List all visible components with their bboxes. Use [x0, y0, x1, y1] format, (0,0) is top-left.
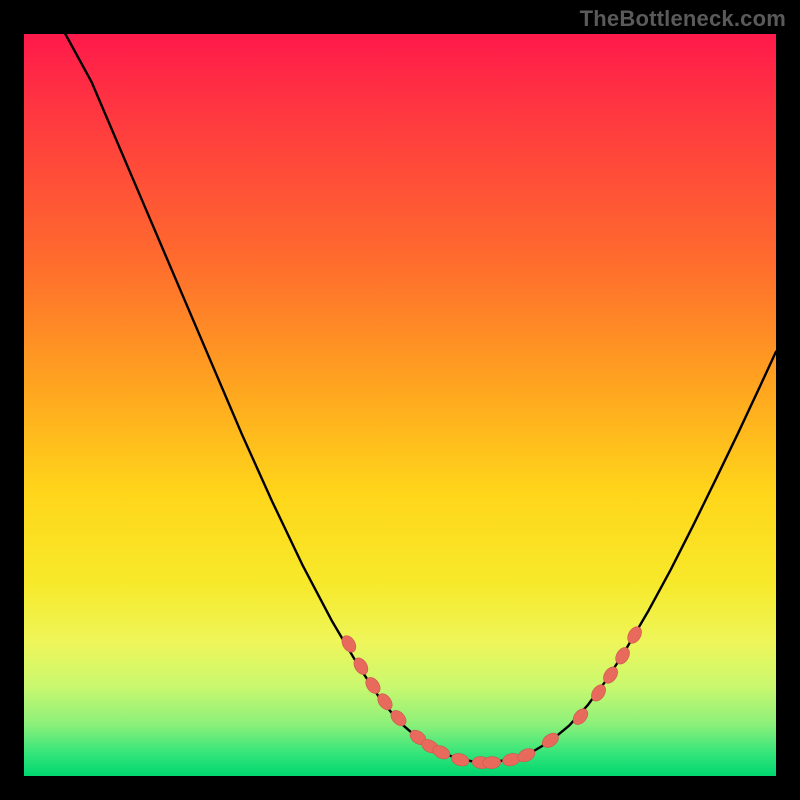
chart-frame: TheBottleneck.com: [0, 0, 800, 800]
plot-gradient-background: [24, 34, 776, 776]
bottleneck-chart-svg: [0, 0, 800, 800]
attribution-watermark: TheBottleneck.com: [580, 6, 786, 32]
